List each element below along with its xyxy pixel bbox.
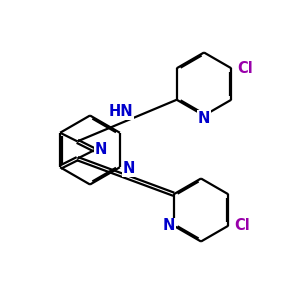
- Text: N: N: [95, 142, 107, 158]
- Text: N: N: [122, 161, 135, 176]
- Text: Cl: Cl: [234, 218, 250, 233]
- Text: Cl: Cl: [237, 61, 253, 76]
- Text: HN: HN: [109, 104, 134, 119]
- Text: N: N: [163, 218, 175, 233]
- Text: N: N: [198, 111, 210, 126]
